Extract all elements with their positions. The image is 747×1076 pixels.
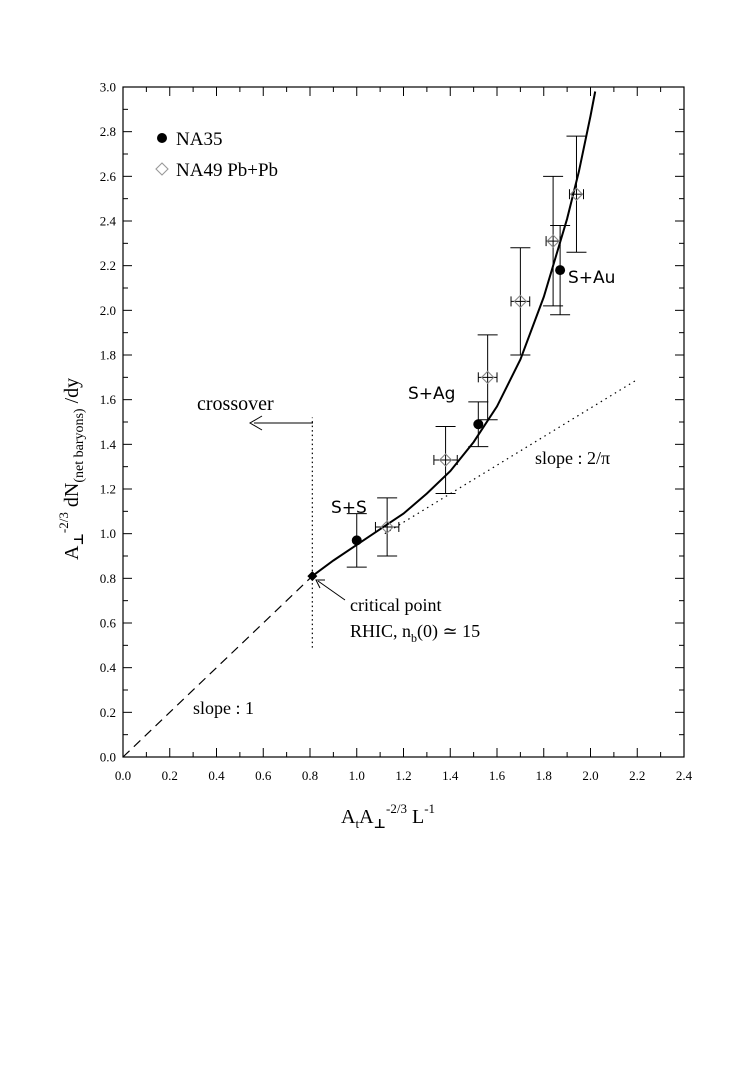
y-tick-label: 0.6 — [100, 616, 117, 631]
na49-point — [513, 294, 528, 309]
error-bars — [346, 135, 587, 568]
y-tick-label: 1.4 — [100, 437, 117, 452]
y-tick-label: 0.8 — [100, 571, 116, 586]
x-tick-label: 1.2 — [395, 768, 411, 783]
critical-point-arrow — [315, 579, 346, 601]
na49-point — [380, 520, 394, 534]
axis-ticks — [122, 86, 685, 758]
x-tick-label: 1.6 — [489, 768, 506, 783]
x-tick-label: 1.0 — [349, 768, 365, 783]
y-tick-label: 0.0 — [100, 750, 116, 765]
y-tick-label: 3.0 — [100, 80, 116, 95]
x-tick-label: 2.4 — [676, 768, 693, 783]
critical-point-sublabel: RHIC, nb(0) ≃ 15 — [350, 621, 480, 645]
x-tick-labels: 0.0 0.2 0.4 0.6 0.8 1.0 1.2 1.4 1.6 1.8 2.0 2.2 2.4 — [115, 768, 693, 783]
slope-2pi-label: slope : 2/π — [535, 448, 610, 468]
x-tick-label: 2.2 — [629, 768, 645, 783]
y-tick-label: 2.4 — [100, 214, 117, 229]
label-s-au: S+Au — [568, 268, 615, 288]
reference-lines — [122, 91, 638, 758]
y-tick-label: 1.8 — [100, 348, 116, 363]
x-tick-label: 0.8 — [302, 768, 318, 783]
fit-curve — [311, 91, 597, 577]
x-tick-label: 2.0 — [582, 768, 598, 783]
x-tick-label: 1.8 — [536, 768, 552, 783]
na35-point — [473, 419, 484, 430]
critical-point-marker — [307, 571, 318, 582]
na49-point — [546, 234, 560, 248]
x-tick-label: 0.4 — [208, 768, 225, 783]
na49-point — [438, 453, 453, 467]
y-axis-label: A⊥-2/3 dN(net baryons) /dy — [56, 378, 87, 560]
slope-1-line — [122, 575, 313, 758]
na49-point — [480, 370, 495, 385]
y-tick-label: 1.6 — [100, 392, 117, 407]
x-tick-label: 0.2 — [162, 768, 178, 783]
y-tick-label: 1.2 — [100, 482, 116, 497]
x-tick-label: 0.0 — [115, 768, 131, 783]
label-s-ag: S+Ag — [408, 384, 455, 404]
y-tick-label: 2.2 — [100, 258, 116, 273]
x-tick-label: 0.6 — [255, 768, 272, 783]
crossover-label: crossover — [197, 393, 274, 415]
y-tick-label: 2.6 — [100, 169, 117, 184]
critical-point-label: critical point — [350, 595, 441, 615]
slope-1-label: slope : 1 — [193, 698, 254, 718]
legend: NA35 NA49 Pb+Pb — [155, 129, 278, 181]
x-tick-label: 1.4 — [442, 768, 459, 783]
arrow-left-icon — [249, 415, 263, 431]
legend-label-na35: NA35 — [176, 129, 222, 150]
y-tick-label: 0.2 — [100, 705, 116, 720]
crossover-arrow — [249, 415, 313, 431]
arrow-icon — [315, 579, 325, 589]
label-s-s: S+S — [331, 498, 367, 518]
y-tick-label: 2.0 — [100, 303, 116, 318]
y-tick-label: 2.8 — [100, 124, 116, 139]
y-tick-label: 1.0 — [100, 526, 116, 541]
data-markers — [307, 187, 584, 582]
na35-point — [555, 265, 566, 276]
na49-point — [569, 187, 584, 201]
plot-frame — [122, 86, 685, 758]
legend-marker-na49 — [155, 162, 169, 176]
y-tick-labels: 0.0 0.2 0.4 0.6 0.8 1.0 1.2 1.4 1.6 1.8 2.0 2.2 2.4 2… — [100, 80, 117, 765]
legend-marker-na35 — [157, 133, 167, 143]
legend-label-na49: NA49 Pb+Pb — [176, 160, 278, 181]
y-tick-label: 0.4 — [100, 660, 117, 675]
x-axis-label: AtA⊥-2/3 L-1 — [341, 801, 435, 831]
na35-point — [351, 535, 362, 546]
